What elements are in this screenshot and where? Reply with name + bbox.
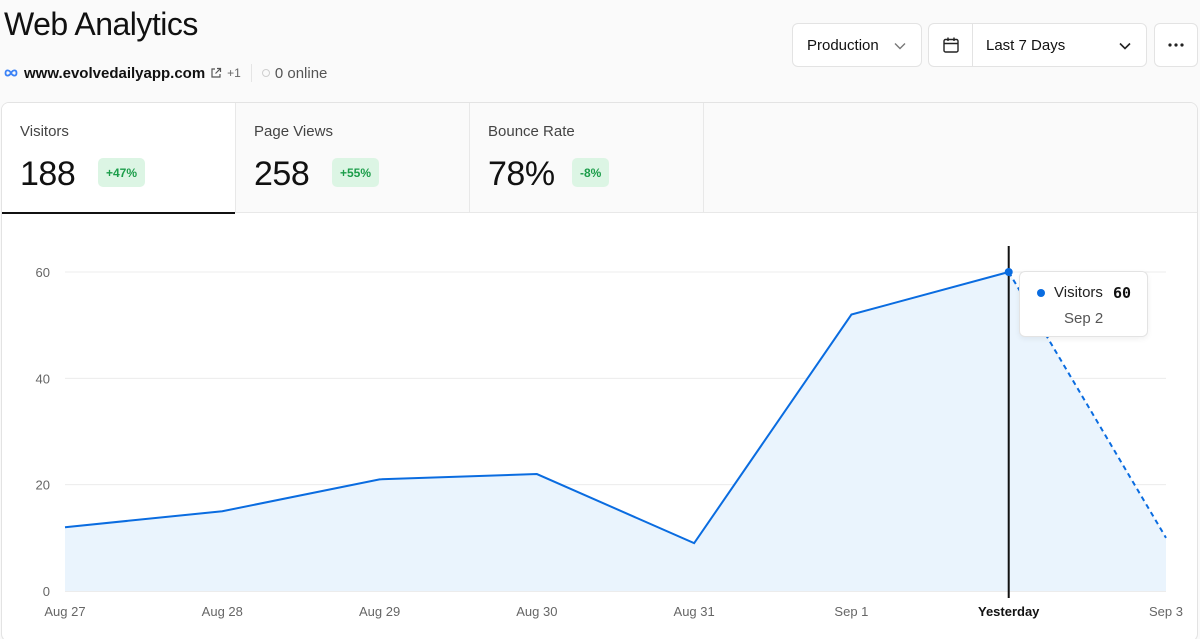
- x-tick-label: Aug 27: [44, 604, 85, 619]
- calendar-button[interactable]: [929, 24, 973, 66]
- date-range-label: Last 7 Days: [986, 36, 1066, 54]
- series-line-visitors: [64, 271, 1009, 545]
- chevron-down-icon: [894, 43, 906, 50]
- x-tick-label: Aug 31: [674, 604, 715, 619]
- metric-value: 188: [20, 155, 76, 193]
- online-status-icon: [261, 69, 270, 77]
- tooltip-value: 60: [1113, 284, 1132, 302]
- metric-tabs: Visitors 188 +47% Page Views 258 +55% Bo…: [2, 103, 1197, 214]
- metric-label: Visitors: [20, 123, 69, 140]
- y-tick-label: 20: [36, 478, 50, 493]
- extra-sites-count[interactable]: +1: [227, 66, 241, 80]
- more-options-button[interactable]: [1154, 23, 1198, 67]
- tooltip-series-name: Visitors: [1054, 284, 1103, 301]
- date-range-select[interactable]: Last 7 Days: [928, 23, 1147, 67]
- x-tick-label: Yesterday: [978, 604, 1040, 619]
- external-link-icon[interactable]: [210, 67, 222, 79]
- change-badge: -8%: [572, 158, 610, 187]
- environment-select[interactable]: Production: [792, 23, 922, 67]
- x-tick-label: Sep 1: [834, 604, 868, 619]
- data-point-highlight: [1004, 268, 1013, 276]
- site-url-link[interactable]: www.evolvedailyapp.com: [24, 64, 206, 82]
- chart-tooltip: Visitors 60 Sep 2: [1019, 271, 1148, 337]
- more-horizontal-icon: [1168, 43, 1184, 47]
- metric-value: 78%: [488, 155, 555, 193]
- x-tick-label: Sep 3: [1149, 604, 1183, 619]
- x-tick-label: Aug 28: [202, 604, 243, 619]
- tooltip-date: Sep 2: [1064, 310, 1104, 327]
- online-count: 0 online: [274, 64, 328, 82]
- series-line-projected: [1007, 271, 1167, 539]
- site-info: www.evolvedailyapp.com +1 0 online: [2, 63, 327, 83]
- y-tick-label: 60: [36, 265, 50, 280]
- metric-label: Page Views: [254, 123, 333, 140]
- divider: [250, 64, 252, 82]
- infinity-icon: [4, 69, 18, 77]
- change-badge: +55%: [332, 158, 380, 187]
- metric-tab-bounce-rate[interactable]: Bounce Rate 78% -8%: [470, 103, 704, 213]
- chevron-down-icon: [1119, 42, 1131, 50]
- y-tick-label: 0: [43, 584, 50, 599]
- series-color-dot: [1037, 289, 1045, 297]
- metric-value: 258: [254, 155, 310, 193]
- page-title: Web Analytics: [4, 6, 198, 42]
- calendar-icon: [942, 37, 959, 53]
- metric-tab-page-views[interactable]: Page Views 258 +55%: [236, 103, 470, 213]
- metric-label: Bounce Rate: [488, 123, 575, 140]
- metric-tab-visitors[interactable]: Visitors 188 +47%: [2, 103, 236, 214]
- x-tick-label: Aug 30: [516, 604, 557, 619]
- change-badge: +47%: [98, 158, 146, 187]
- area-fill: [65, 272, 1166, 591]
- y-tick-label: 40: [36, 371, 50, 386]
- x-tick-label: Aug 29: [359, 604, 400, 619]
- environment-label: Production: [807, 36, 879, 54]
